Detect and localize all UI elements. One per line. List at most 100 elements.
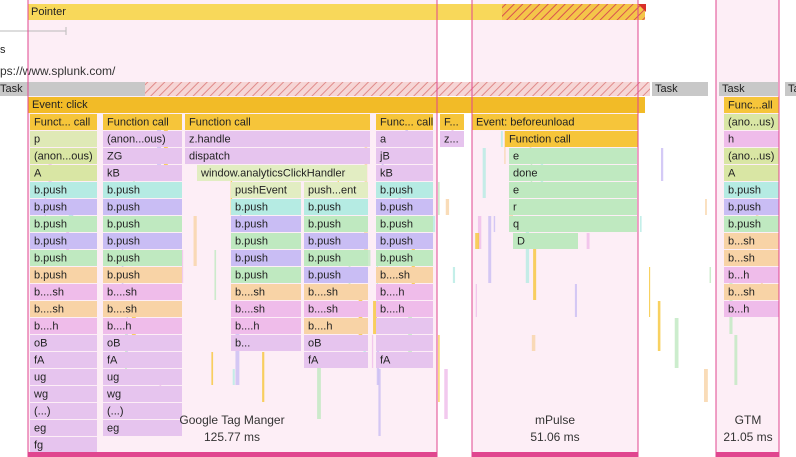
sliver <box>371 335 374 368</box>
call-label: b.push <box>380 252 413 264</box>
call-label: b....sh <box>34 303 64 315</box>
call-label: b.push <box>308 218 341 230</box>
call-label: b....sh <box>235 286 265 298</box>
call-label: A <box>728 167 736 179</box>
call-block <box>231 216 301 232</box>
call-block <box>304 216 368 232</box>
call-block <box>304 250 368 266</box>
call-label: r <box>513 201 517 213</box>
sliver <box>452 267 456 283</box>
call-block <box>30 148 97 164</box>
sliver <box>525 216 530 283</box>
call-label: oB <box>34 337 47 349</box>
call-label: push...ent <box>308 184 356 196</box>
sliver <box>451 114 454 147</box>
call-block <box>376 250 433 266</box>
call-block <box>231 250 301 266</box>
call-block <box>103 182 182 198</box>
call-label: b.push <box>235 252 268 264</box>
call-label: Function call <box>107 116 169 128</box>
call-block <box>185 148 370 164</box>
region-labels: Google Tag Manger 125.77 ms mPulse 51.06… <box>179 413 772 444</box>
call-block <box>30 250 97 266</box>
task-track: Task Task Task Task <box>0 82 796 96</box>
region-name: GTM <box>735 413 762 427</box>
call-label: b...sh <box>728 252 755 264</box>
call-block <box>304 199 368 215</box>
call-label: b.push <box>380 218 413 230</box>
call-label: b.push <box>34 184 67 196</box>
call-label: b.push <box>34 269 67 281</box>
region-duration: 51.06 ms <box>530 430 579 444</box>
call-label: ug <box>34 371 46 383</box>
call-label: ug <box>107 371 119 383</box>
call-block <box>376 165 433 181</box>
call-block <box>724 114 779 130</box>
pointer-track: Pointer s ps://www.splunk.com/ <box>0 4 646 78</box>
sliver <box>709 267 712 283</box>
call-block <box>103 318 182 334</box>
call-label: wg <box>33 388 48 400</box>
call-label: b.push <box>107 201 140 213</box>
call-label: fA <box>34 354 45 366</box>
call-label: Funct... call <box>34 116 90 128</box>
sliver <box>30 233 32 266</box>
sliver <box>533 233 537 300</box>
sliver <box>398 182 401 215</box>
call-label: h <box>728 133 734 145</box>
sliver <box>431 216 436 232</box>
call-block <box>185 114 370 130</box>
call-label: b.push <box>380 184 413 196</box>
call-block <box>376 267 433 283</box>
call-block <box>231 335 301 351</box>
call-block <box>724 250 779 266</box>
call-block <box>724 284 779 300</box>
call-block <box>505 131 638 147</box>
call-label: b...h <box>728 303 749 315</box>
call-label: (anon...ous) <box>107 133 166 145</box>
call-block <box>103 420 182 436</box>
call-label: b.push <box>107 218 140 230</box>
call-label: (...) <box>34 405 51 417</box>
call-label: b....sh <box>107 303 137 315</box>
call-block <box>197 165 367 181</box>
sliver <box>358 284 363 351</box>
sliver <box>157 114 162 181</box>
call-block <box>304 233 368 249</box>
call-block <box>103 199 182 215</box>
region-borders <box>27 0 780 457</box>
sliver <box>214 250 217 300</box>
sliver <box>657 301 661 351</box>
call-block <box>724 301 779 317</box>
sliver <box>68 199 73 232</box>
call-block <box>231 318 301 334</box>
call-label: oB <box>308 337 321 349</box>
call-label: eg <box>107 422 119 434</box>
call-label: b...sh <box>728 235 755 247</box>
call-block <box>103 284 182 300</box>
sliver <box>493 216 496 232</box>
call-label: b... <box>235 337 250 349</box>
call-block <box>304 318 368 334</box>
sliver <box>488 216 492 283</box>
call-label: Func...all <box>728 99 773 111</box>
call-block <box>185 131 370 147</box>
sliver <box>586 233 590 249</box>
thread-label: s <box>0 44 6 56</box>
call-block <box>231 199 301 215</box>
call-block <box>231 182 301 198</box>
call-block <box>724 216 779 232</box>
call-label: b.push <box>308 201 341 213</box>
sliver <box>482 148 486 198</box>
sliver <box>364 131 368 198</box>
call-block <box>30 114 97 130</box>
call-label: b....h <box>34 320 58 332</box>
call-block <box>376 114 433 130</box>
call-block <box>376 216 433 232</box>
sliver <box>674 318 679 368</box>
region-name: Google Tag Manger <box>179 413 284 427</box>
call-label: b.push <box>235 218 268 230</box>
sliver <box>121 233 124 300</box>
call-block <box>304 267 368 283</box>
sliver <box>133 165 135 198</box>
